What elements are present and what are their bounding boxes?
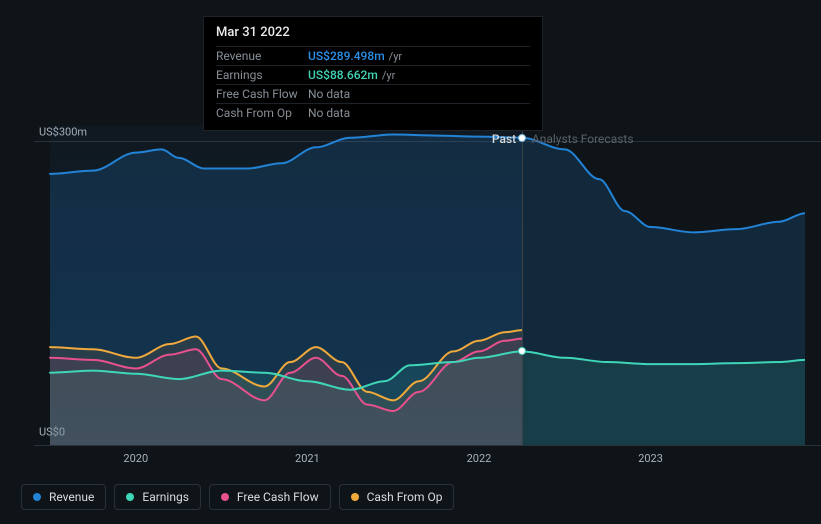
tooltip-row-suffix: /yr [382,69,395,82]
chart-tooltip: Mar 31 2022 RevenueUS$289.498m/yrEarning… [203,16,543,131]
forecast-label: Analysts Forecasts [532,132,634,146]
legend-label: Free Cash Flow [237,490,319,504]
x-axis-label: 2022 [467,452,492,465]
tooltip-row: RevenueUS$289.498m/yr [216,46,530,65]
x-axis-label: 2021 [295,452,320,465]
legend-dot [33,493,41,501]
tooltip-row-value: US$289.498m [308,49,385,63]
chart-legend: Revenue Earnings Free Cash Flow Cash From O… [21,484,454,510]
legend-item-cfo[interactable]: Cash From Op [339,484,455,510]
legend-dot [126,493,134,501]
legend-dot [221,493,229,501]
tooltip-row-nodata: No data [308,106,350,120]
tooltip-row: EarningsUS$88.662m/yr [216,65,530,84]
tooltip-row: Free Cash FlowNo data [216,84,530,103]
x-axis-label: 2020 [123,452,148,465]
tooltip-row-suffix: /yr [389,50,402,63]
legend-item-revenue[interactable]: Revenue [21,484,106,510]
tooltip-row-label: Revenue [216,49,308,63]
legend-label: Earnings [142,490,189,504]
divider-marker-earnings [518,347,526,355]
legend-item-earnings[interactable]: Earnings [114,484,201,510]
tooltip-row-label: Free Cash Flow [216,87,308,101]
tooltip-row-value: US$88.662m [308,68,378,82]
financial-chart: US$300m US$0 Past Analysts Forecasts Mar… [17,0,805,480]
legend-dot [351,493,359,501]
x-axis-label: 2023 [638,452,663,465]
tooltip-date: Mar 31 2022 [216,25,530,46]
past-label: Past [492,132,516,146]
tooltip-row-nodata: No data [308,87,350,101]
legend-item-fcf[interactable]: Free Cash Flow [209,484,331,510]
tooltip-row-label: Cash From Op [216,106,308,120]
divider-marker-revenue [518,134,526,142]
legend-label: Revenue [49,490,94,504]
tooltip-row-label: Earnings [216,68,308,82]
tooltip-row: Cash From OpNo data [216,103,530,122]
legend-label: Cash From Op [367,490,443,504]
